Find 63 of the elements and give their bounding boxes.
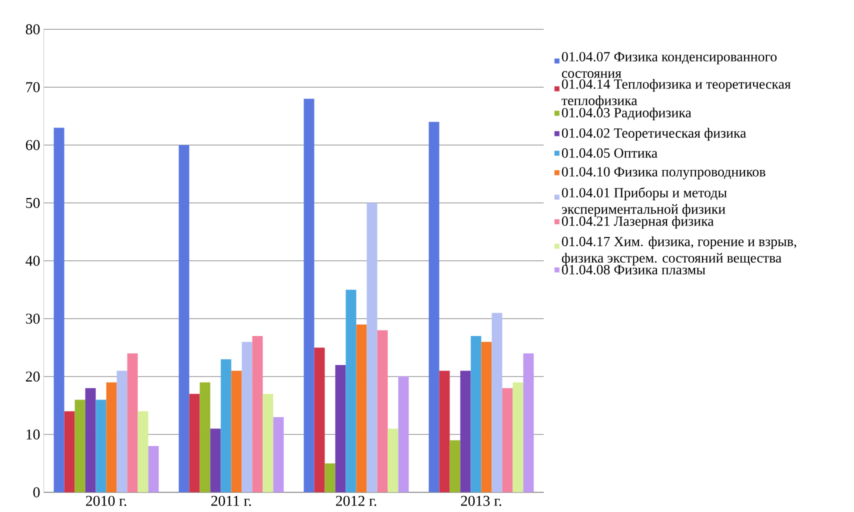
y-tick-label: 40 <box>26 256 40 266</box>
bar <box>335 364 346 492</box>
bar <box>460 370 471 492</box>
x-tick-label: 2013 г. <box>461 496 502 506</box>
bar <box>428 122 440 492</box>
bar <box>388 428 398 492</box>
bar <box>492 312 502 492</box>
bar <box>314 348 325 492</box>
bar <box>273 417 284 492</box>
bar <box>242 342 252 492</box>
bar <box>64 411 75 492</box>
y-tick-label: 10 <box>26 429 40 440</box>
bar <box>85 388 96 492</box>
bar <box>74 400 86 492</box>
x-tick-label: 2012 г. <box>336 496 376 506</box>
bar <box>523 353 534 492</box>
bar <box>210 428 221 492</box>
y-tick-label: 50 <box>26 198 40 208</box>
y-tick-label: 0 <box>33 487 40 498</box>
bar <box>127 353 138 492</box>
bar <box>377 330 388 492</box>
bar <box>439 370 450 492</box>
legend-label: 01.04.08 Физика плазмы <box>562 264 706 274</box>
bar <box>304 98 314 492</box>
y-tick-label: 70 <box>26 82 40 92</box>
legend-label: 01.04.05 Оптика <box>562 148 658 158</box>
legend-label: 01.04.17 Хим. физика, горение и взрыв, физика экстрем. состояний вещества <box>562 236 796 266</box>
legend-label: 01.04.14 Теплофизика и теоретическая теплофизика <box>562 78 791 108</box>
bar <box>512 382 524 492</box>
bar <box>262 394 274 492</box>
bar <box>189 394 200 492</box>
y-tick-label: 30 <box>26 314 40 324</box>
bar <box>252 336 263 492</box>
bar <box>148 446 159 492</box>
x-tick-label: 2010 г. <box>86 496 126 506</box>
bar <box>178 145 190 492</box>
bar <box>502 388 513 492</box>
bar <box>450 440 460 492</box>
legend-label: 01.04.07 Физика конденсированного состояния <box>562 52 777 78</box>
y-tick-label: 60 <box>26 140 40 150</box>
bar <box>116 370 128 492</box>
bar <box>138 411 148 492</box>
bar <box>200 382 210 492</box>
legend-label: 01.04.03 Радиофизика <box>562 108 692 120</box>
legend-label: 01.04.01 Приборы и методы экспериментальной физики <box>562 187 727 217</box>
bar <box>470 336 482 492</box>
bar <box>324 463 336 492</box>
bar <box>96 400 106 492</box>
bar <box>481 342 492 492</box>
bar <box>54 128 64 492</box>
legend-label: 01.04.02 Теоретическая физика <box>562 128 746 141</box>
bar <box>231 370 242 492</box>
legend-label: 01.04.10 Физика полупроводников <box>562 167 766 180</box>
y-tick-label: 20 <box>26 372 40 382</box>
legend-label: 01.04.21 Лазерная физика <box>562 216 714 229</box>
x-tick-label: 2011 г. <box>211 496 251 506</box>
y-tick-label: 80 <box>26 24 40 34</box>
bar <box>398 376 409 492</box>
bar <box>106 382 117 492</box>
bar <box>220 359 232 492</box>
bar <box>356 324 367 492</box>
bar <box>346 290 356 492</box>
bar <box>366 202 378 492</box>
